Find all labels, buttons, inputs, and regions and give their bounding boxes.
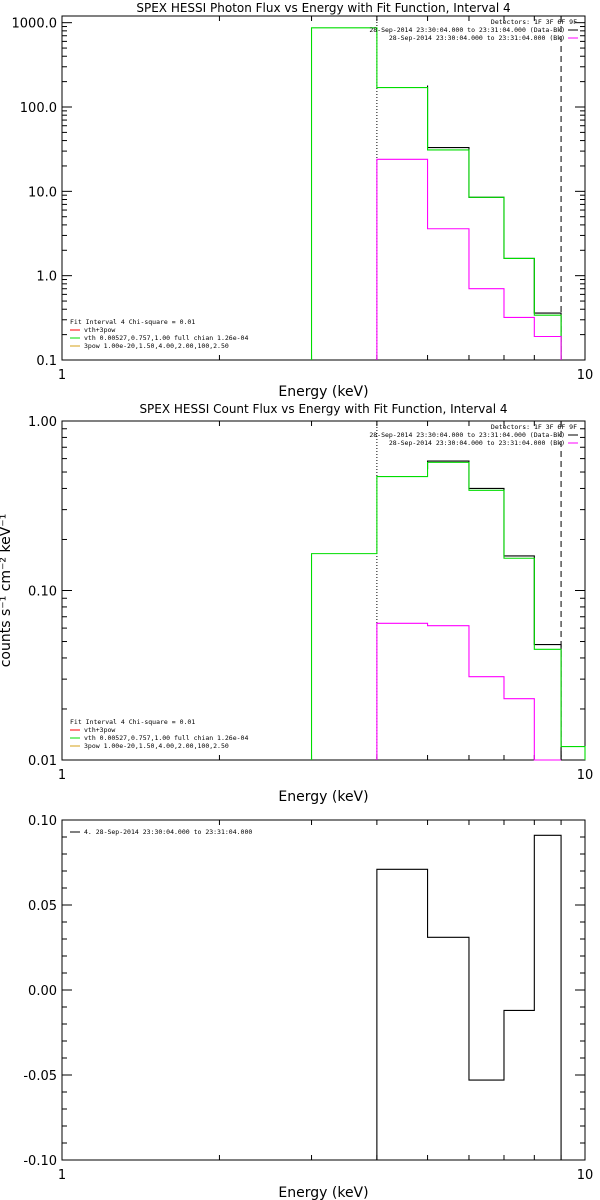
legend-entry: 28-Sep-2014 23:30:04.000 to 23:31:04.000… xyxy=(369,431,565,439)
series-line xyxy=(310,27,562,360)
chart-title: SPEX HESSI Photon Flux vs Energy with Fi… xyxy=(136,1,510,15)
series-line xyxy=(310,461,586,760)
legend-entry: 28-Sep-2014 23:30:04.000 to 23:31:04.000… xyxy=(369,26,565,34)
legend-entry: vth+3pow xyxy=(84,326,115,334)
y-tick-label: 1.0 xyxy=(36,270,57,285)
legend-entry: 3pow 1.00e-20,1.50,4.00,2.00,100,2.50 xyxy=(84,342,229,350)
y-tick-label: -0.10 xyxy=(23,1154,57,1169)
x-tick-label: 10 xyxy=(577,768,594,783)
x-tick-label: 1 xyxy=(58,368,66,383)
y-tick-label: 1.00 xyxy=(28,415,57,430)
x-tick-label: 10 xyxy=(577,368,594,383)
x-axis-label: Energy (keV) xyxy=(278,1185,368,1200)
x-tick-label: 1 xyxy=(58,1168,66,1183)
plot-frame xyxy=(61,420,586,761)
y-tick-label: 0.10 xyxy=(28,814,57,829)
legend-header: Detectors: 1F 3F 6F 9F xyxy=(491,18,577,26)
y-axis-label: counts s⁻¹ cm⁻² keV⁻¹ xyxy=(0,514,14,668)
legend-entry: vth 0.00527,0.757,1.00 full chian 1.26e-… xyxy=(84,734,248,742)
series-line xyxy=(376,834,562,1160)
legend-header: Fit Interval 4 Chi-square = 0.01 xyxy=(70,318,195,326)
series-line xyxy=(427,85,562,360)
chart-title: SPEX HESSI Count Flux vs Energy with Fit… xyxy=(139,402,507,416)
series-line xyxy=(376,622,562,761)
y-tick-label: 0.00 xyxy=(28,984,57,999)
legend-entry: 4. 28-Sep-2014 23:30:04.000 to 23:31:04.… xyxy=(84,828,252,836)
x-axis-label: Energy (keV) xyxy=(278,789,368,805)
y-tick-label: -0.05 xyxy=(23,1069,57,1084)
y-tick-label: 1000.0 xyxy=(12,17,58,32)
y-tick-label: 0.01 xyxy=(28,754,57,769)
y-tick-label: 0.10 xyxy=(28,585,57,600)
legend-entry: 28-Sep-2014 23:30:04.000 to 23:31:04.000… xyxy=(389,34,565,42)
x-tick-label: 1 xyxy=(58,768,66,783)
y-tick-label: 10.0 xyxy=(28,185,57,200)
series-line xyxy=(376,158,562,360)
x-axis-label: Energy (keV) xyxy=(278,384,368,400)
y-tick-label: 0.1 xyxy=(36,354,57,369)
x-tick-label: 10 xyxy=(577,1168,594,1183)
plot-frame xyxy=(61,819,586,1161)
series-line xyxy=(427,460,562,760)
legend-header: Fit Interval 4 Chi-square = 0.01 xyxy=(70,718,195,726)
y-tick-label: 100.0 xyxy=(20,101,57,116)
legend-entry: vth 0.00527,0.757,1.00 full chian 1.26e-… xyxy=(84,334,248,342)
legend-entry: 28-Sep-2014 23:30:04.000 to 23:31:04.000… xyxy=(389,439,565,447)
legend-header: Detectors: 1F 3F 6F 9F xyxy=(491,423,577,431)
plot-frame xyxy=(61,15,586,361)
legend-entry: vth+3pow xyxy=(84,726,115,734)
y-tick-label: 0.05 xyxy=(28,899,57,914)
legend-entry: 3pow 1.00e-20,1.50,4.00,2.00,100,2.50 xyxy=(84,742,229,750)
